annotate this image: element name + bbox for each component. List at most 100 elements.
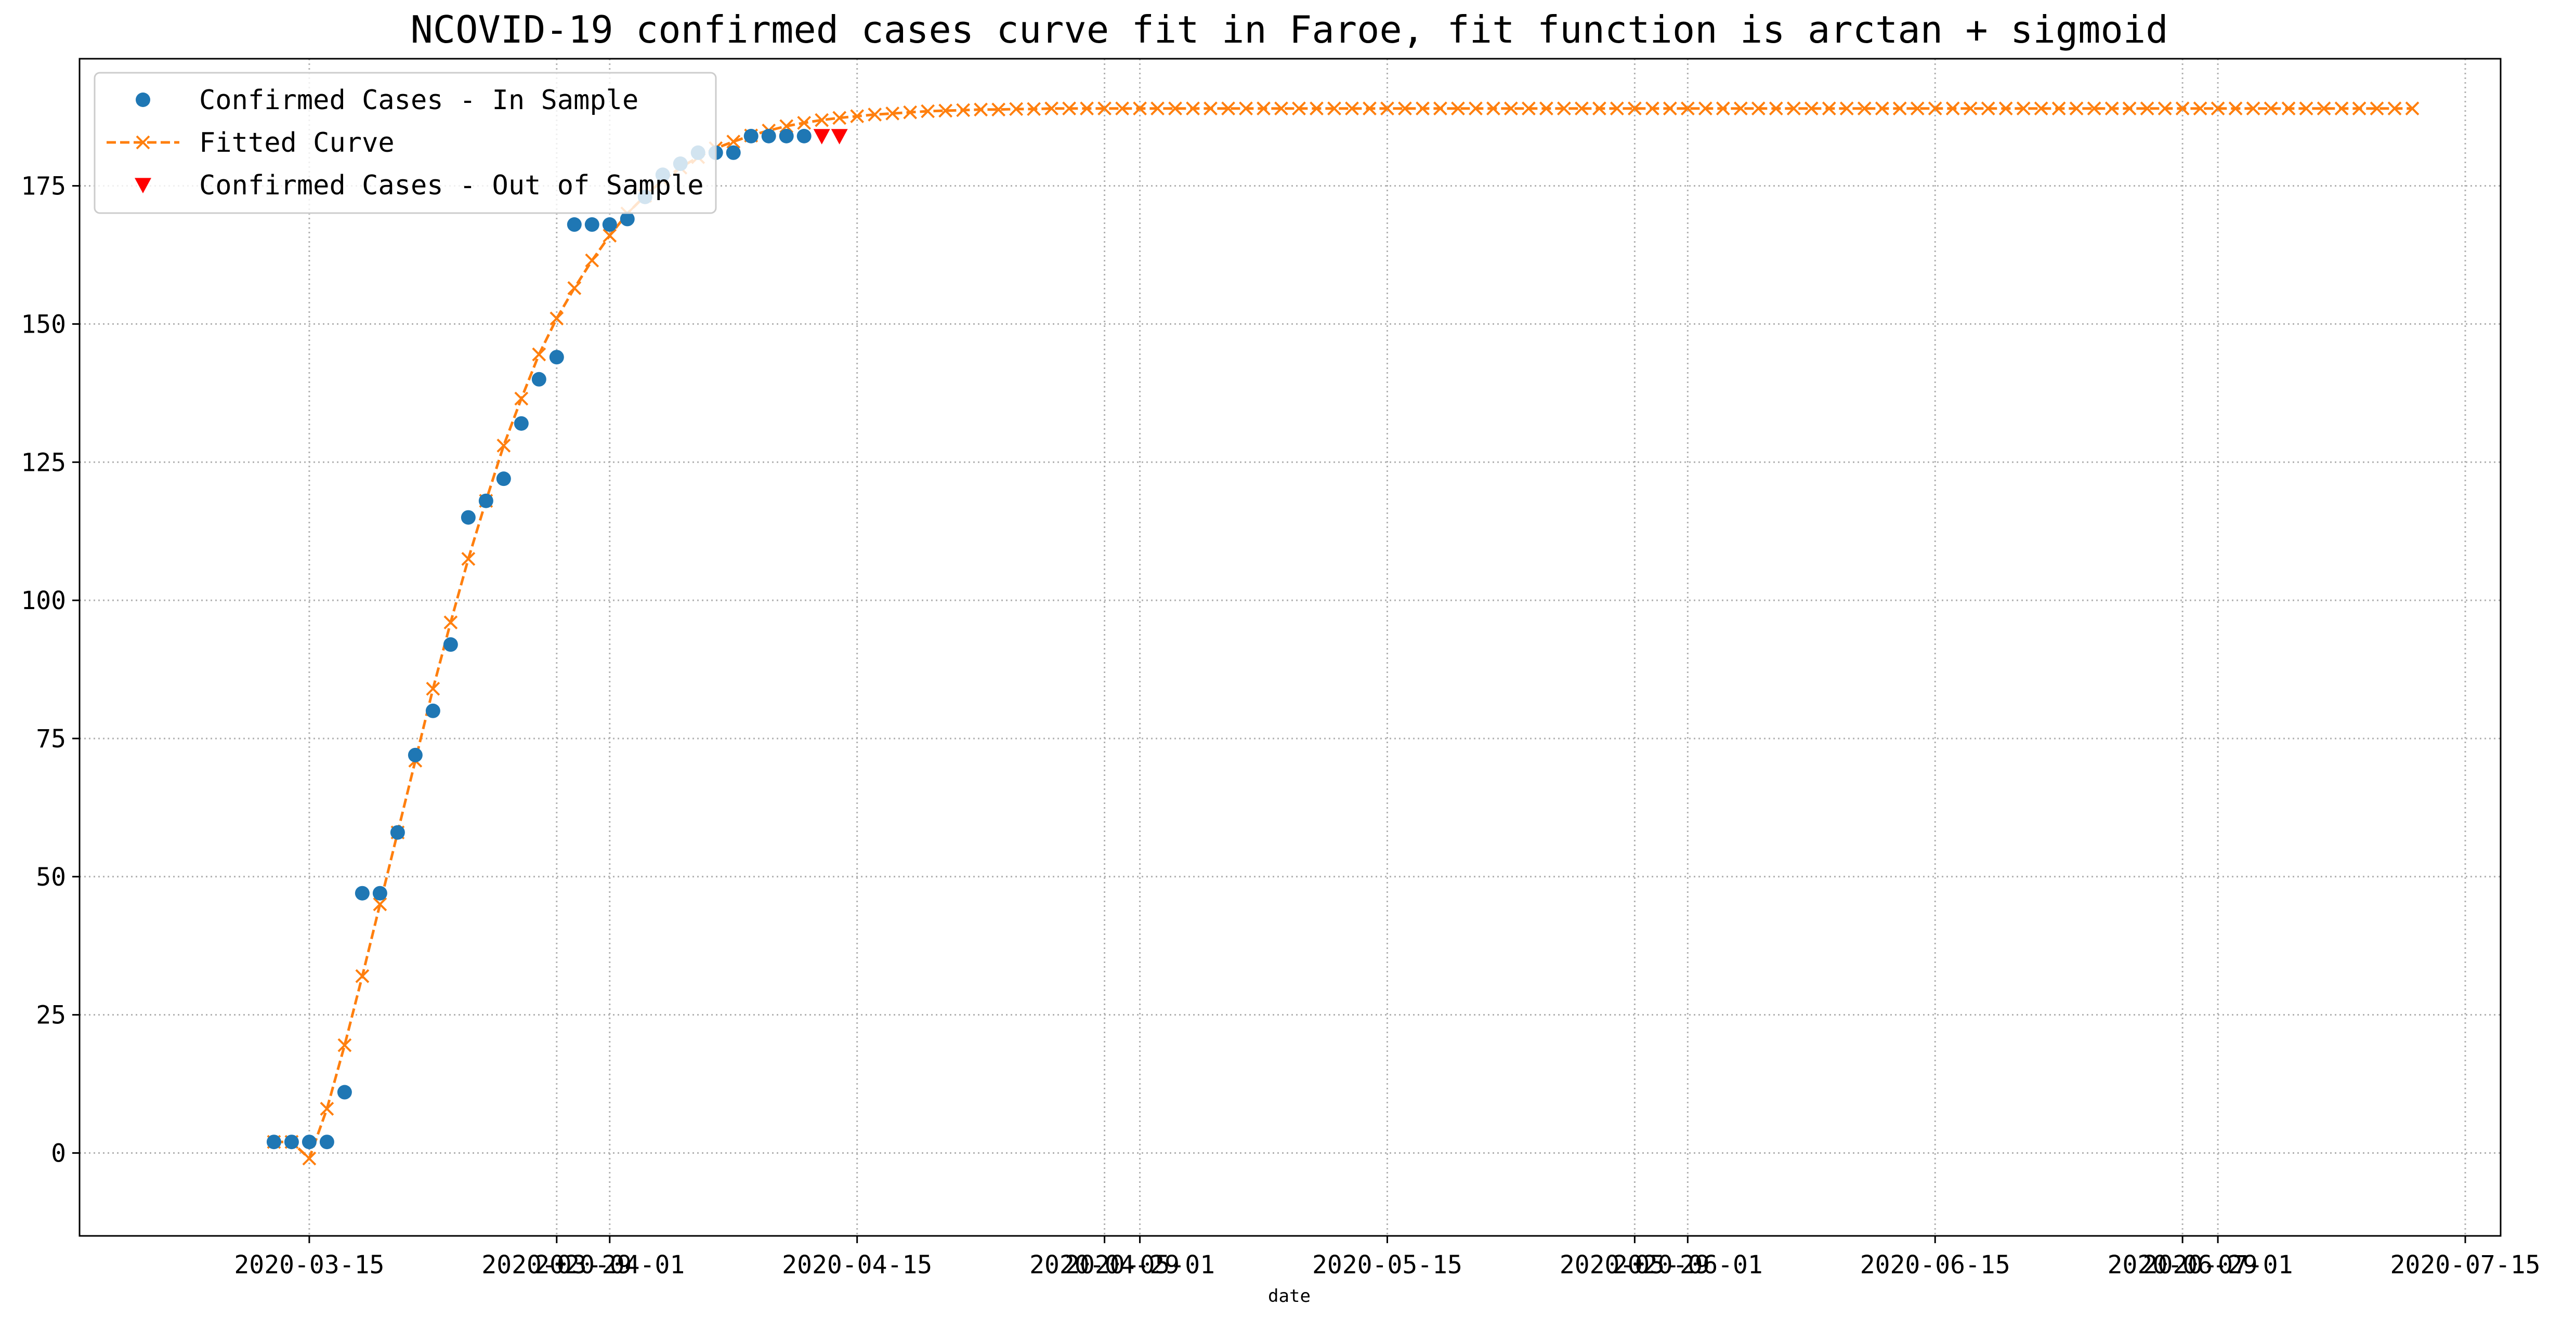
x-tick-label: 2020-03-29 [481,1250,632,1280]
fitted-curve-marker [1698,101,1712,116]
in-sample-point [319,1135,334,1150]
in-sample-point [567,217,582,232]
fitted-curve-marker [815,113,829,127]
fitted-curve-marker [1327,101,1341,116]
fitted-curve-marker [1150,101,1165,116]
fitted-curve-marker [2051,101,2066,116]
fitted-curve-marker [2281,101,2296,116]
fitted-curve-marker [1998,101,2013,116]
chart-title: NCOVID-19 confirmed cases curve fit in F… [410,8,2168,51]
fitted-curve-marker [868,107,882,122]
fitted-curve-marker [938,103,953,118]
fitted-curve-marker [1981,101,1995,116]
fitted-curve-marker [1469,101,1483,116]
fitted-curve-marker [921,104,935,118]
fitted-curve-marker [337,1038,352,1052]
legend-marker-out-of-sample [135,178,151,193]
fitted-curve-marker [1503,101,1518,116]
fitted-curve-marker [1080,101,1094,116]
fitted-curve-marker [1009,102,1024,116]
in-sample-point [549,350,564,365]
x-tick-label: 2020-04-01 [534,1250,685,1280]
in-sample-point [602,217,617,232]
in-sample-point [496,471,511,486]
in-sample-point [425,703,440,718]
fitted-curve-marker [726,135,741,149]
fitted-curve-marker [2228,101,2243,116]
fitted-curve-marker [1363,101,1377,116]
x-tick-label: 2020-04-29 [1029,1250,1180,1280]
fitted-curve-marker [2034,101,2048,116]
in-sample-point [796,128,812,143]
x-tick-label: 2020-07-15 [2390,1250,2541,1280]
fitted-curve-marker [1062,101,1077,116]
fitted-curve-marker [1416,101,1430,116]
fitted-curve-marker [1592,101,1606,116]
fitted-curve-marker [974,102,988,117]
fitted-curve-marker [2069,101,2084,116]
fitted-curve-marker [1928,101,1942,116]
fitted-curve-marker [355,969,370,983]
fitted-curve-marker [461,551,476,566]
fitted-curve-marker [532,347,546,362]
in-sample-point [390,825,405,840]
fitted-curve-marker [991,102,1006,117]
fitted-curve-marker [2211,101,2225,116]
fitted-curve-marker [1716,101,1730,116]
fitted-curve-marker [1274,101,1288,116]
out-of-sample-point [813,129,830,144]
fitted-curve-marker [1539,101,1553,116]
fitted-curve-marker [1733,101,1748,116]
x-axis-label: date [1268,1286,1311,1307]
fitted-curve-marker [1398,101,1412,116]
x-tick-label: 2020-07-01 [2143,1250,2293,1280]
fitted-curve-marker [2157,101,2172,116]
fitted-curve-marker [1857,101,1872,116]
fitted-curve-marker [1822,101,1836,116]
fitted-curve-marker [1221,101,1235,116]
x-tick-label: 2020-06-15 [1860,1250,2010,1280]
fitted-curve-marker [1663,101,1677,116]
in-sample-point [302,1135,317,1150]
fitted-curve-marker [1574,101,1589,116]
plot-series [266,101,2420,1166]
in-sample-point [408,747,423,762]
fitted-curve-marker [320,1102,334,1116]
fitted-curve-marker [443,615,458,630]
in-sample-point [355,886,370,901]
fitted-curve-marker [603,228,617,243]
fitted-curve-marker [2387,101,2402,116]
fitted-curve-marker [1945,101,1960,116]
fitted-curve-marker [2299,101,2313,116]
legend-label: Fitted Curve [199,127,395,159]
fitted-curve-marker [2405,101,2420,116]
in-sample-point [620,212,635,227]
fitted-curve-marker [1044,101,1059,116]
fitted-curve-marker [1680,101,1695,116]
fitted-curve-marker [885,106,900,121]
in-sample-point [584,217,599,232]
plot-frame [79,58,2502,1237]
in-sample-point [478,493,493,508]
fitted-curve-marker [2104,101,2119,116]
fitted-curve-marker [1204,101,1218,116]
in-sample-point [514,416,529,431]
fitted-curve-marker [1239,101,1253,116]
fitted-curve-marker [1345,101,1359,116]
fitted-curve-marker [1257,101,1271,116]
fitted-curve-marker [1804,101,1819,116]
fitted-curve-marker [1186,101,1200,116]
fitted-curve-marker [2264,101,2278,116]
fitted-curve-marker [1133,101,1147,116]
fitted-curve-marker [1027,102,1041,116]
in-sample-point [461,510,476,525]
fitted-curve-marker [1839,101,1854,116]
fitted-curve-marker [1168,101,1182,116]
fitted-curve-marker [2246,101,2260,116]
fitted-curve-marker [2370,101,2384,116]
fitted-curve-marker [850,109,865,124]
in-sample-point [761,128,776,143]
